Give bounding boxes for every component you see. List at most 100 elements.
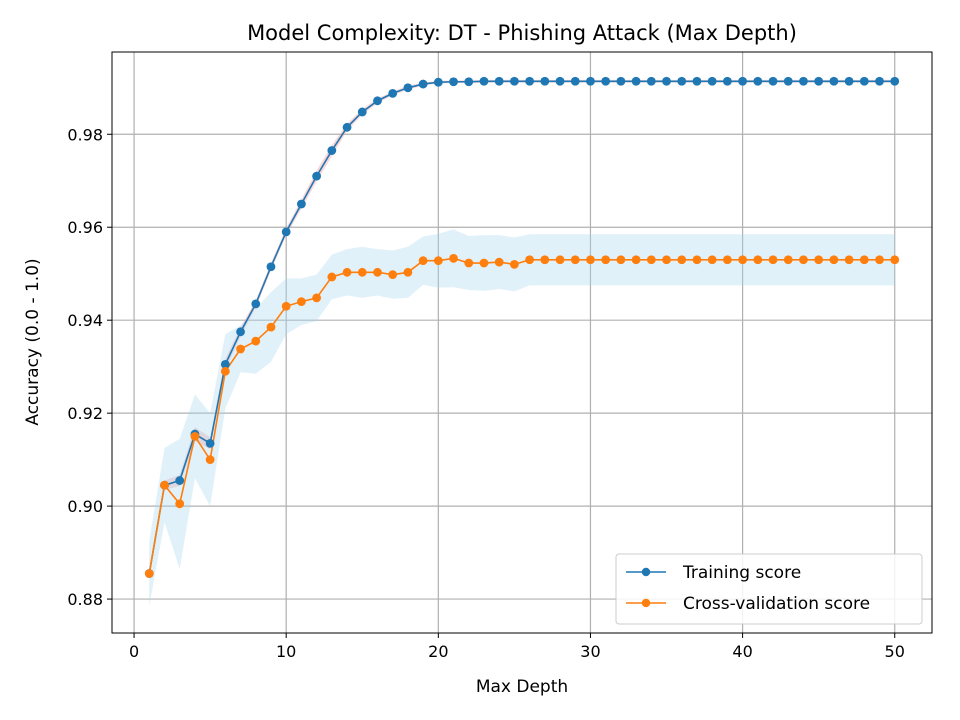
- data-point-series-1: [509, 260, 519, 269]
- x-tick-label: 10: [276, 642, 296, 661]
- data-point-series-0: [251, 299, 261, 309]
- data-point-series-1: [205, 455, 215, 465]
- data-point-series-0: [540, 76, 550, 86]
- data-point-series-1: [373, 267, 382, 277]
- data-point-series-0: [601, 76, 611, 86]
- data-point-series-1: [251, 336, 261, 346]
- series-points: [144, 76, 900, 578]
- y-tick-label: 0.92: [67, 404, 103, 423]
- data-point-series-1: [814, 255, 824, 265]
- data-point-series-1: [525, 255, 535, 265]
- data-point-series-0: [266, 262, 276, 272]
- x-tick-label: 50: [885, 642, 905, 661]
- axis-ticks: 0 10 20 30 40 50 0.88 0.90 0.92 0.94 0.96 0.98: [67, 125, 905, 661]
- plot-frame: [111, 51, 933, 634]
- data-point-series-1: [662, 255, 671, 265]
- data-point-series-1: [829, 255, 839, 265]
- grid: [112, 52, 932, 633]
- data-point-series-1: [677, 255, 687, 265]
- data-point-series-1: [859, 255, 869, 265]
- data-point-series-1: [388, 270, 398, 280]
- data-point-series-1: [190, 431, 200, 441]
- x-tick-label: 20: [428, 642, 448, 661]
- data-point-series-1: [707, 255, 717, 265]
- y-tick-label: 0.94: [67, 311, 103, 330]
- data-point-series-0: [631, 76, 641, 86]
- data-point-series-0: [722, 76, 732, 86]
- y-tick-label: 0.98: [67, 125, 103, 144]
- data-point-series-0: [494, 76, 504, 86]
- data-point-series-1: [692, 255, 702, 265]
- data-point-series-1: [449, 253, 458, 263]
- data-point-series-0: [403, 83, 413, 93]
- legend: Training score Cross-validation score: [615, 553, 923, 625]
- y-tick-label: 0.88: [67, 590, 103, 609]
- data-point-series-1: [799, 255, 808, 265]
- data-point-series-0: [890, 76, 900, 86]
- y-axis-label: Accuracy (0.0 - 1.0): [23, 258, 43, 425]
- data-point-series-1: [616, 255, 626, 265]
- data-point-series-1: [266, 322, 276, 332]
- data-point-series-1: [890, 255, 900, 265]
- data-point-series-0: [373, 96, 382, 106]
- data-point-series-1: [768, 255, 778, 265]
- data-point-series-1: [160, 480, 169, 490]
- x-tick-label: 30: [580, 642, 600, 661]
- data-point-series-1: [555, 255, 565, 265]
- legend-label-cv: Cross-validation score: [683, 594, 870, 614]
- data-point-series-0: [509, 76, 519, 86]
- data-point-series-1: [783, 255, 793, 265]
- legend-swatch-cv-marker: [641, 598, 651, 608]
- data-point-series-1: [540, 255, 550, 265]
- x-axis-label: Max Depth: [476, 677, 568, 697]
- data-point-series-1: [297, 297, 306, 306]
- data-point-series-1: [722, 255, 732, 265]
- data-point-series-0: [236, 327, 245, 337]
- data-point-series-1: [753, 255, 763, 265]
- data-point-series-0: [555, 76, 565, 86]
- data-point-series-1: [479, 258, 489, 268]
- data-point-series-0: [677, 76, 687, 86]
- data-point-series-0: [616, 76, 626, 86]
- data-point-series-0: [175, 476, 185, 485]
- data-point-series-0: [220, 359, 230, 369]
- data-point-series-1: [646, 255, 656, 265]
- data-point-series-0: [738, 76, 747, 86]
- chart-title: Model Complexity: DT - Phishing Attack (…: [247, 21, 797, 45]
- data-point-series-0: [799, 76, 808, 86]
- data-point-series-0: [814, 76, 824, 86]
- data-point-series-0: [586, 76, 595, 86]
- data-point-series-1: [433, 256, 443, 266]
- data-point-series-0: [783, 76, 793, 86]
- data-point-series-1: [601, 255, 611, 265]
- data-point-series-0: [388, 88, 398, 98]
- y-tick-label: 0.90: [67, 497, 103, 516]
- data-point-series-0: [753, 76, 763, 86]
- data-point-series-0: [829, 76, 839, 86]
- data-point-series-1: [570, 255, 580, 265]
- data-point-series-0: [707, 76, 717, 86]
- data-point-series-0: [844, 76, 854, 86]
- data-point-series-1: [312, 293, 322, 303]
- data-point-series-0: [312, 171, 322, 181]
- data-point-series-1: [236, 344, 245, 354]
- data-point-series-0: [768, 76, 778, 86]
- data-point-series-1: [464, 258, 474, 268]
- data-point-series-1: [494, 257, 504, 267]
- data-point-series-1: [418, 256, 428, 266]
- data-point-series-0: [205, 438, 215, 448]
- data-point-series-0: [479, 76, 489, 86]
- std-bands: [149, 79, 895, 607]
- data-point-series-1: [875, 255, 884, 265]
- data-point-series-0: [525, 76, 535, 86]
- data-point-series-0: [570, 76, 580, 86]
- legend-swatch-training-marker: [641, 567, 651, 577]
- data-point-series-0: [464, 77, 474, 87]
- data-point-series-1: [144, 569, 154, 578]
- data-point-series-0: [297, 199, 306, 209]
- legend-box: [615, 553, 923, 625]
- x-tick-label: 0: [129, 642, 139, 661]
- data-point-series-0: [449, 77, 458, 87]
- data-point-series-1: [631, 255, 641, 265]
